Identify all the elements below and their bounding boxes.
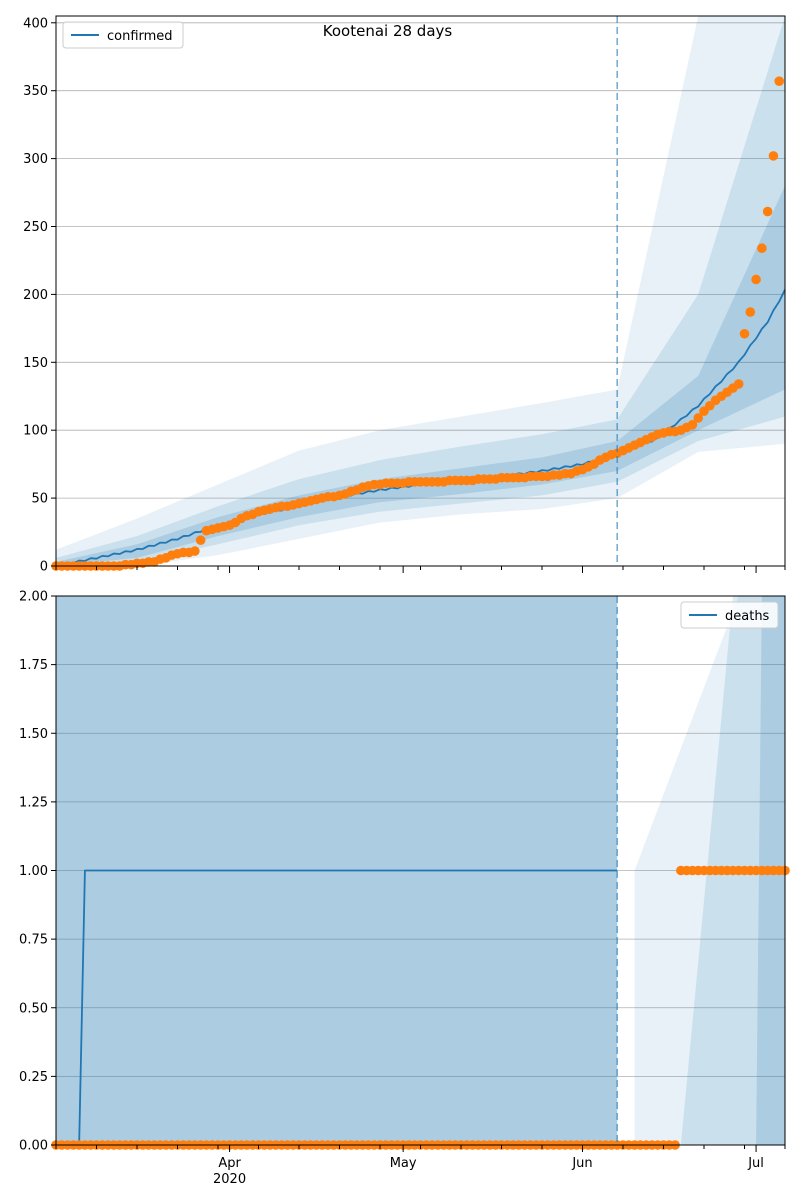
- y-tick-label: 0.00: [19, 1139, 48, 1154]
- model-line-deaths: [56, 869, 618, 1145]
- y-tick-label: 1.50: [19, 727, 48, 742]
- x-tick-label: May: [390, 1156, 417, 1171]
- uncertainty-band-outer: [56, 16, 785, 566]
- y-tick-label: 300: [23, 152, 48, 167]
- y-tick-label: 250: [23, 220, 48, 235]
- y-tick-label: 350: [23, 84, 48, 99]
- observed-point: [762, 206, 773, 217]
- chart-title: Kootenai 28 days: [323, 22, 453, 40]
- y-tick-label: 0.25: [19, 1070, 48, 1085]
- deaths-panel: 0.00 0.25 0.50 0.75 1.00 1.25 1.50 1.75 2.00 Apr2…: [19, 590, 790, 1187]
- y-tick-label: 400: [23, 16, 48, 31]
- legend-label: confirmed: [107, 29, 173, 44]
- observed-point: [745, 307, 756, 317]
- y-tick-label: 0: [40, 560, 48, 575]
- observed-point: [195, 535, 206, 545]
- x-tick-label: Jul: [747, 1156, 764, 1171]
- y-tick-label: 1.25: [19, 795, 48, 810]
- legend: deaths: [680, 601, 779, 629]
- observed-point: [693, 413, 704, 423]
- y-tick-label: 50: [31, 492, 48, 507]
- observed-point: [751, 274, 761, 285]
- y-tick-label: 0.50: [19, 1001, 48, 1016]
- observed-point: [687, 419, 698, 430]
- observed-point: [733, 379, 744, 389]
- y-tick-label: 100: [23, 424, 48, 439]
- legend-box: [680, 601, 779, 629]
- y-tick-label: 1.75: [19, 658, 48, 673]
- observed-point: [739, 328, 750, 339]
- y-tick-label: 150: [23, 356, 48, 371]
- x-tick-label: Apr: [218, 1156, 241, 1171]
- uncertainty-band-middle: [56, 16, 785, 566]
- y-tick-label: 0.75: [19, 933, 48, 948]
- legend: confirmed: [62, 21, 184, 49]
- uncertainty-band-inner: [56, 185, 785, 566]
- y-tick-label: 1.00: [19, 864, 48, 879]
- legend-box: [62, 21, 184, 49]
- plot-area: [56, 596, 785, 1145]
- x-tick-label: Jun: [571, 1156, 592, 1171]
- y-tick-label: 200: [23, 288, 48, 303]
- legend-label: deaths: [725, 609, 770, 624]
- confirmed-panel: 0 50 100 150 200 250 300 350 400 Kootenai 28 days…: [23, 15, 786, 575]
- observed-point: [190, 546, 200, 556]
- observed-point: [768, 151, 779, 161]
- observed-point: [757, 243, 767, 254]
- observed-point: [774, 76, 785, 86]
- y-tick-label: 2.00: [19, 590, 48, 605]
- x-tick-sublabel: 2020: [213, 1172, 246, 1187]
